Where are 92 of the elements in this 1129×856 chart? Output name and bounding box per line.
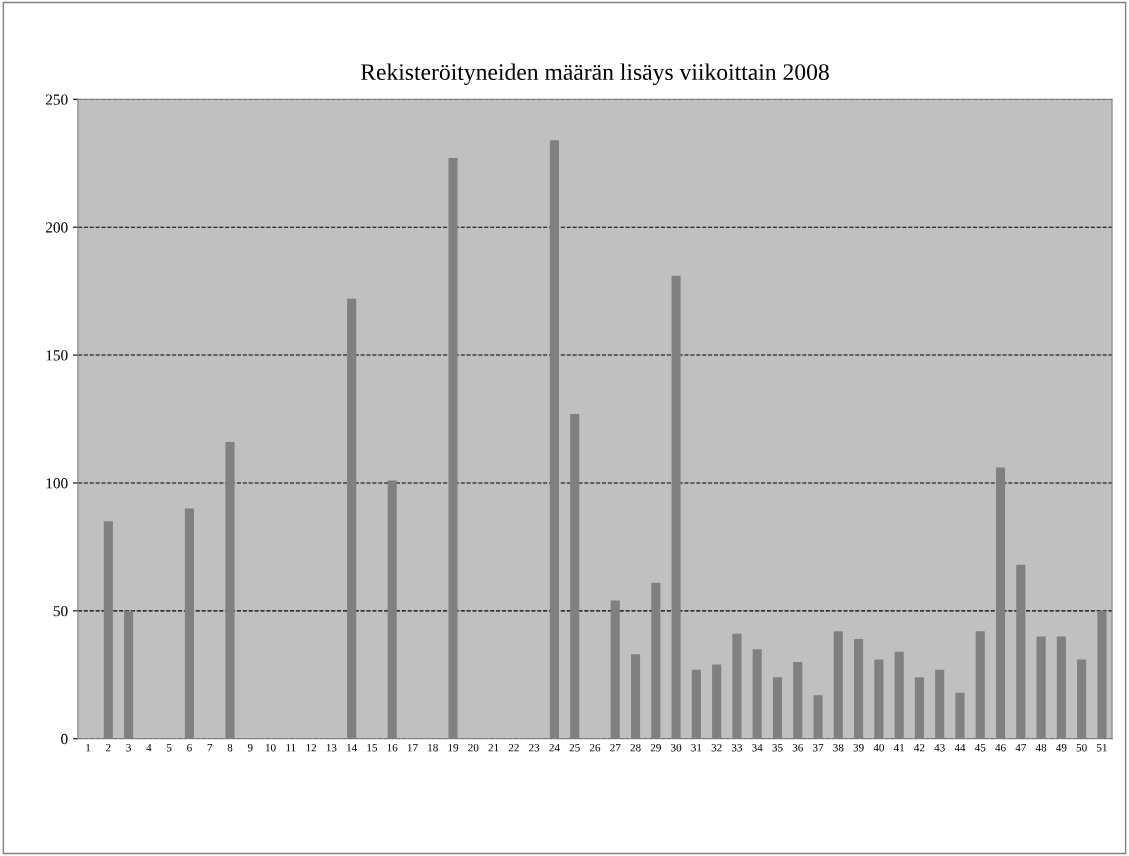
bar bbox=[813, 695, 823, 739]
bar bbox=[1036, 636, 1046, 739]
x-tick-label: 35 bbox=[772, 743, 783, 752]
bar bbox=[752, 649, 762, 739]
bar bbox=[610, 600, 620, 739]
x-tick-label: 46 bbox=[995, 743, 1006, 752]
bar bbox=[225, 442, 235, 739]
x-tick-label: 29 bbox=[650, 743, 661, 752]
x-tick-label: 28 bbox=[630, 743, 641, 752]
bar bbox=[854, 638, 864, 739]
y-tick-label: 50 bbox=[53, 605, 68, 617]
x-tick-label: 14 bbox=[347, 743, 358, 752]
x-tick-label: 22 bbox=[508, 743, 519, 752]
bar bbox=[570, 413, 580, 739]
x-tick-label: 26 bbox=[589, 743, 601, 752]
bar bbox=[671, 275, 681, 739]
bar bbox=[914, 677, 924, 739]
bar bbox=[874, 659, 884, 739]
x-tick-label: 48 bbox=[1035, 743, 1047, 752]
bar bbox=[894, 651, 904, 739]
x-tick-label: 31 bbox=[691, 743, 702, 752]
x-tick-label: 38 bbox=[833, 743, 844, 752]
x-tick-label: 6 bbox=[187, 743, 192, 752]
x-tick-label: 5 bbox=[167, 744, 172, 752]
x-tick-label: 19 bbox=[448, 743, 459, 752]
bar bbox=[1097, 610, 1107, 739]
x-tick-label: 41 bbox=[893, 743, 905, 752]
x-tick-label: 24 bbox=[549, 743, 560, 752]
bar bbox=[347, 298, 357, 739]
x-tick-label: 43 bbox=[934, 743, 945, 752]
x-tick-label: 47 bbox=[1015, 743, 1027, 752]
bar bbox=[387, 480, 397, 739]
bar bbox=[1056, 636, 1066, 739]
x-tick-label: 4 bbox=[146, 743, 152, 752]
bar bbox=[955, 692, 965, 739]
x-tick-label: 3 bbox=[126, 743, 131, 752]
x-tick-label: 37 bbox=[813, 743, 824, 752]
x-tick-label: 40 bbox=[873, 743, 884, 752]
bar bbox=[833, 631, 843, 739]
bar bbox=[1016, 564, 1026, 739]
y-tick-label: 0 bbox=[61, 733, 68, 745]
x-tick-label: 51 bbox=[1097, 743, 1107, 752]
bar bbox=[124, 610, 134, 739]
x-tick-label: 17 bbox=[407, 743, 418, 752]
x-tick-label: 42 bbox=[914, 743, 925, 752]
x-tick-label: 23 bbox=[529, 743, 540, 752]
bar bbox=[793, 662, 803, 739]
x-tick-label: 27 bbox=[610, 743, 621, 752]
x-tick-label: 12 bbox=[306, 743, 317, 752]
bar bbox=[1077, 659, 1087, 739]
bar bbox=[935, 669, 945, 739]
y-tick-label: 100 bbox=[46, 478, 68, 489]
bar bbox=[732, 633, 742, 739]
y-tick-label: 250 bbox=[45, 94, 68, 105]
y-tick-label: 150 bbox=[46, 350, 68, 361]
bar bbox=[691, 669, 701, 739]
bar bbox=[448, 158, 458, 739]
x-tick-label: 7 bbox=[207, 744, 213, 752]
bar bbox=[995, 467, 1006, 739]
bar bbox=[549, 140, 559, 739]
x-tick-label: 10 bbox=[265, 743, 276, 752]
x-tick-label: 44 bbox=[954, 743, 966, 752]
y-tick-label: 200 bbox=[45, 222, 68, 233]
chart-title: Rekisteröityneiden määrän lisäys viikoittain 2008 bbox=[360, 63, 829, 85]
x-tick-label: 34 bbox=[752, 743, 763, 752]
x-tick-label: 16 bbox=[387, 743, 398, 752]
bar bbox=[975, 631, 985, 739]
x-tick-label: 1 bbox=[86, 743, 91, 752]
bar bbox=[103, 521, 113, 739]
x-tick-label: 36 bbox=[792, 743, 803, 752]
x-tick-label: 2 bbox=[106, 743, 111, 752]
x-tick-label: 39 bbox=[853, 743, 864, 752]
bar bbox=[772, 677, 783, 739]
x-tick-label: 11 bbox=[286, 743, 296, 752]
x-tick-label: 15 bbox=[367, 743, 378, 752]
bar bbox=[630, 654, 641, 739]
x-tick-label: 25 bbox=[569, 743, 580, 752]
x-tick-label: 50 bbox=[1076, 743, 1087, 752]
x-tick-label: 20 bbox=[468, 743, 479, 752]
x-tick-label: 13 bbox=[326, 743, 337, 752]
bar bbox=[712, 664, 722, 739]
x-tick-label: 45 bbox=[974, 743, 986, 752]
bar bbox=[651, 582, 661, 739]
x-tick-label: 49 bbox=[1056, 743, 1067, 752]
bar bbox=[184, 508, 194, 739]
x-tick-label: 18 bbox=[428, 743, 438, 752]
x-tick-label: 33 bbox=[731, 743, 743, 752]
x-tick-label: 30 bbox=[671, 743, 682, 752]
x-tick-label: 21 bbox=[488, 743, 499, 752]
x-tick-label: 9 bbox=[247, 743, 253, 752]
x-tick-label: 8 bbox=[227, 743, 233, 752]
x-tick-label: 32 bbox=[711, 743, 722, 752]
